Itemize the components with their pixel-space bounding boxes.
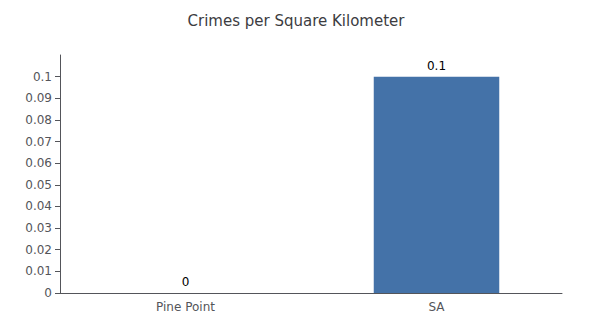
svg-text:0.1: 0.1 (33, 70, 52, 84)
svg-text:0.06: 0.06 (25, 156, 52, 170)
svg-text:0.02: 0.02 (25, 243, 52, 257)
svg-text:0.09: 0.09 (25, 91, 52, 105)
svg-text:0: 0 (44, 286, 52, 300)
svg-text:0.04: 0.04 (25, 199, 52, 213)
svg-text:0.08: 0.08 (25, 113, 52, 127)
svg-text:0.01: 0.01 (25, 264, 52, 278)
svg-text:Pine Point: Pine Point (156, 300, 215, 314)
svg-text:0: 0 (182, 275, 190, 289)
svg-text:SA: SA (428, 300, 445, 314)
svg-text:Crimes per Square Kilometer: Crimes per Square Kilometer (188, 12, 406, 30)
svg-text:0.1: 0.1 (427, 59, 446, 73)
svg-text:0.03: 0.03 (25, 221, 52, 235)
svg-text:0.05: 0.05 (25, 178, 52, 192)
svg-text:0.07: 0.07 (25, 135, 52, 149)
